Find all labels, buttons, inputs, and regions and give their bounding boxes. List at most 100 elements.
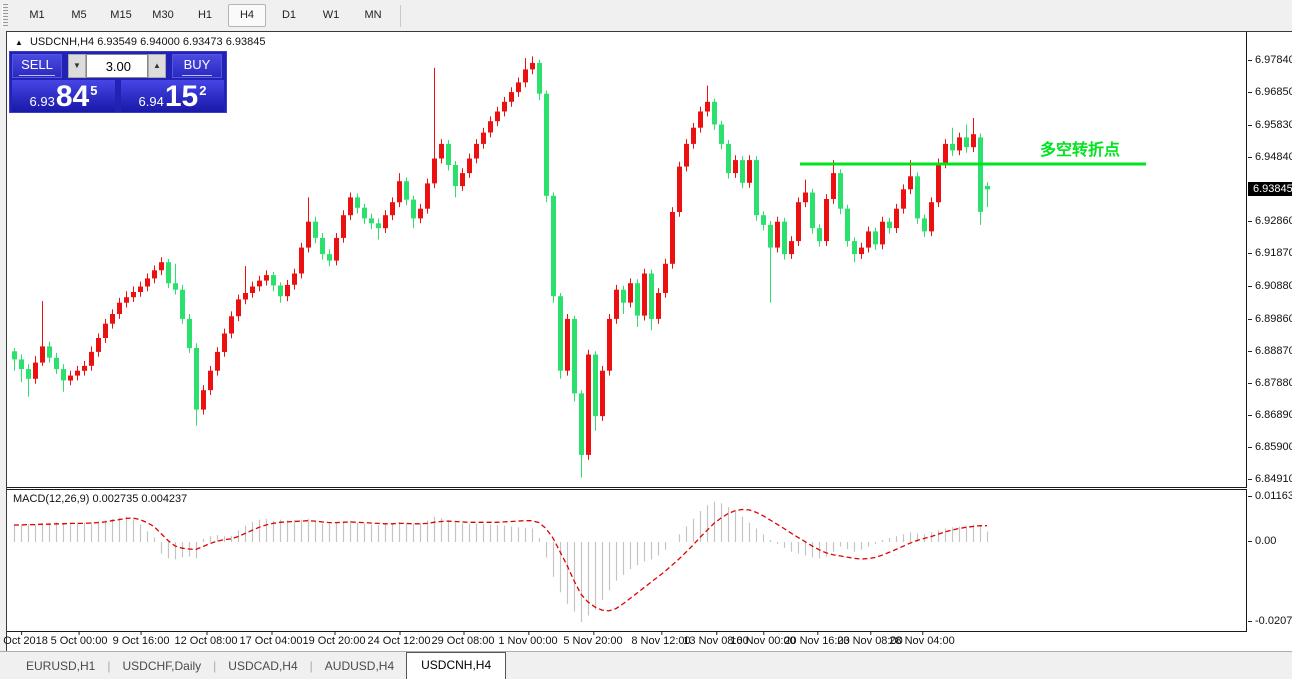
candle-body xyxy=(320,237,325,255)
candle-body xyxy=(747,160,752,183)
collapse-triangle-icon[interactable]: ▲ xyxy=(15,38,23,47)
chart-symbol: USDCNH,H4 xyxy=(29,36,95,48)
volume-input[interactable] xyxy=(86,54,148,78)
chart-tab-USDCAD-H4[interactable]: USDCAD,H4 xyxy=(228,659,298,673)
candle-body xyxy=(866,231,871,248)
candle-body xyxy=(796,202,801,242)
date-axis-label: 28 Nov 04:00 xyxy=(889,632,955,647)
timeframe-button-H4[interactable]: H4 xyxy=(228,4,266,27)
candle-body xyxy=(663,263,668,293)
price-chart-panel[interactable]: ▲ USDCNH,H4 6.93549 6.94000 6.93473 6.93… xyxy=(7,32,1247,488)
candle-body xyxy=(33,362,38,379)
candle-body xyxy=(677,166,682,212)
ohlc-close: 6.93845 xyxy=(225,36,266,48)
sell-price-big: 84 xyxy=(55,80,90,113)
one-click-trading-widget: SELL ▼ ▲ BUY 6.93 84 5 6.94 15 2 xyxy=(9,51,227,113)
chart-tab-USDCNH-H4[interactable]: USDCNH,H4 xyxy=(406,652,507,679)
buy-price-box[interactable]: 6.94 15 2 xyxy=(120,80,224,112)
candle-body xyxy=(516,82,521,93)
candle-body xyxy=(586,354,591,455)
trendline-annotation-text[interactable]: 多空转折点 xyxy=(1040,142,1121,159)
timeframe-button-M1[interactable]: M1 xyxy=(29,9,45,21)
candle-body xyxy=(614,289,619,319)
candle-body xyxy=(138,286,143,292)
ohlc-open: 6.93549 xyxy=(97,36,137,48)
timeframe-button-D1[interactable]: D1 xyxy=(281,9,297,21)
candle-body xyxy=(250,286,255,293)
candlestick-chart[interactable] xyxy=(7,32,1245,486)
candle-body xyxy=(936,163,941,203)
timeframe-button-W1[interactable]: W1 xyxy=(322,9,340,21)
candle-body xyxy=(278,285,283,297)
candle-body xyxy=(488,121,493,133)
chart-tab-USDCHF-Daily[interactable]: USDCHF,Daily xyxy=(122,659,202,673)
price-axis-label: 6.86890 xyxy=(1248,409,1292,421)
macd-axis-label: 0.00 xyxy=(1248,535,1276,547)
timeframe-button-M5[interactable]: M5 xyxy=(71,9,87,21)
candle-body xyxy=(376,223,381,229)
toolbar-separator xyxy=(400,4,401,27)
candle-body xyxy=(845,208,850,242)
timeframe-button-M15[interactable]: M15 xyxy=(110,9,132,21)
candle-body xyxy=(166,262,171,284)
macd-indicator-panel[interactable]: MACD(12,26,9) 0.002735 0.004237 xyxy=(7,489,1247,632)
timeframe-button-MN[interactable]: MN xyxy=(364,9,382,21)
macd-chart[interactable] xyxy=(7,490,1245,631)
candle-body xyxy=(89,351,94,366)
candle-body xyxy=(474,143,479,159)
candle-body xyxy=(691,127,696,144)
candle-body xyxy=(397,181,402,203)
candle-body xyxy=(47,346,52,358)
price-axis-label: 6.94840 xyxy=(1248,151,1292,163)
candle-body xyxy=(201,390,206,410)
candle-body xyxy=(705,101,710,112)
volume-increase-button[interactable]: ▲ xyxy=(148,54,166,78)
price-axis-label: 6.91870 xyxy=(1248,247,1292,259)
candle-body xyxy=(110,314,115,324)
price-axis-label: 6.88870 xyxy=(1248,345,1292,357)
date-axis-label: 24 Oct 12:00 xyxy=(367,632,431,647)
candle-body xyxy=(26,369,31,379)
sell-price-box[interactable]: 6.93 84 5 xyxy=(12,80,116,113)
tab-separator: | xyxy=(107,659,111,673)
candle-body xyxy=(649,273,654,319)
candle-body xyxy=(922,218,927,232)
macd-label: MACD(12,26,9) 0.002735 0.004237 xyxy=(13,493,188,505)
timeframe-button-H1[interactable]: H1 xyxy=(197,9,213,21)
candle-body xyxy=(19,359,24,370)
candle-body xyxy=(495,111,500,122)
price-axis-label: 6.89860 xyxy=(1248,313,1292,325)
candle-body xyxy=(362,207,367,219)
chart-tab-EURUSD-H1[interactable]: EURUSD,H1 xyxy=(26,659,96,673)
candle-body xyxy=(131,292,136,298)
toolbar-grip-handle[interactable] xyxy=(2,3,8,28)
candle-body xyxy=(334,237,339,261)
candle-body xyxy=(453,165,458,187)
candle-body xyxy=(425,183,430,209)
candle-body xyxy=(551,195,556,297)
candle-body xyxy=(824,199,829,242)
chart-tab-AUDUSD-H4[interactable]: AUDUSD,H4 xyxy=(324,659,395,673)
timeframe-toolbar: M1 M5 M15 M30 H1 H4 D1 W1 MN xyxy=(0,0,1292,31)
buy-button[interactable]: BUY xyxy=(172,54,222,78)
candle-body xyxy=(817,228,822,242)
chart-window: ▲ USDCNH,H4 6.93549 6.94000 6.93473 6.93… xyxy=(0,31,1292,652)
price-scale[interactable]: 6.97840 6.96850 6.95830 6.94840 6.92860 6.918… xyxy=(1248,32,1292,632)
candle-body xyxy=(103,323,108,338)
macd-axis-label: -0.020788 xyxy=(1248,615,1292,627)
candle-body xyxy=(460,173,465,187)
price-axis-label: 6.92860 xyxy=(1248,215,1292,227)
candle-body xyxy=(271,275,276,286)
date-axis-label: 9 Oct 16:00 xyxy=(112,632,170,647)
candle-body xyxy=(341,215,346,238)
candle-body xyxy=(943,143,948,164)
candle-body xyxy=(327,254,332,261)
volume-decrease-button[interactable]: ▼ xyxy=(68,54,86,78)
date-axis-label: 29 Oct 08:00 xyxy=(431,632,495,647)
timeframe-button-M30[interactable]: M30 xyxy=(152,9,174,21)
candle-body xyxy=(768,224,773,248)
sell-button[interactable]: SELL xyxy=(12,54,62,78)
candle-body xyxy=(418,208,423,219)
